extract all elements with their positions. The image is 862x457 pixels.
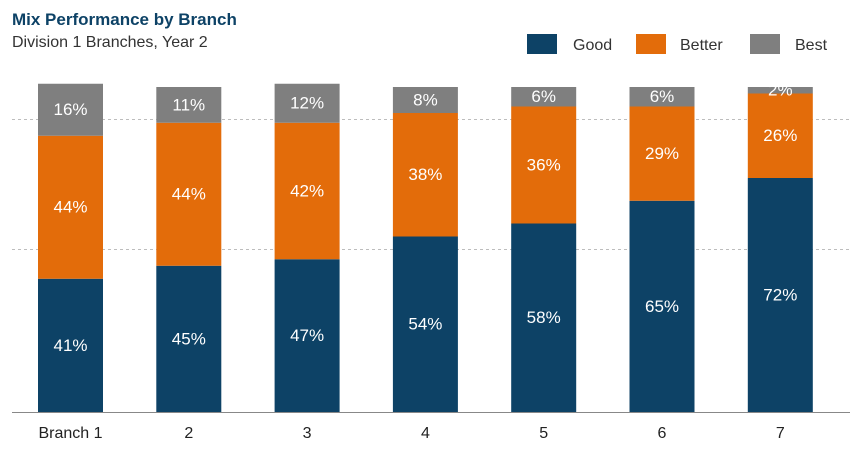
data-label-good-7: 72% <box>763 285 797 304</box>
data-label-better-4: 38% <box>408 165 442 184</box>
bar-best-7 <box>747 87 813 94</box>
data-label-good-4: 54% <box>408 315 442 334</box>
bar-better-2 <box>156 122 222 266</box>
legend-label-best: Best <box>795 37 828 54</box>
data-label-better-5: 36% <box>527 155 561 174</box>
legend-swatch-better <box>636 34 666 54</box>
data-label-best-1: 16% <box>53 100 87 119</box>
bar-best-2 <box>156 87 222 123</box>
legend-label-good: Good <box>573 37 612 54</box>
bar-best-3 <box>274 83 340 123</box>
bar-better-6 <box>629 106 695 201</box>
legend-swatch-best <box>750 34 780 54</box>
data-label-best-5: 6% <box>531 87 556 106</box>
chart-subtitle: Division 1 Branches, Year 2 <box>12 34 208 51</box>
bar-good-7 <box>747 178 813 412</box>
x-tick-label: 7 <box>776 425 785 442</box>
x-tick-label: 6 <box>658 425 667 442</box>
bar-good-6 <box>629 200 695 412</box>
bar-good-2 <box>156 265 222 412</box>
data-label-good-1: 41% <box>53 336 87 355</box>
x-tick-label: Branch 1 <box>38 425 102 442</box>
data-label-best-4: 8% <box>413 90 438 109</box>
bar-better-4 <box>392 113 458 237</box>
chart-title: Mix Performance by Branch <box>12 10 237 29</box>
bar-best-4 <box>392 87 458 113</box>
bar-good-5 <box>511 223 577 412</box>
data-label-better-6: 29% <box>645 144 679 163</box>
data-label-good-2: 45% <box>172 329 206 348</box>
x-tick-label: 3 <box>303 425 312 442</box>
x-tick-label: 4 <box>421 425 430 442</box>
data-label-best-6: 6% <box>650 87 675 106</box>
bar-good-4 <box>392 236 458 412</box>
data-label-good-3: 47% <box>290 326 324 345</box>
legend-swatch-good <box>527 34 557 54</box>
data-label-better-7: 26% <box>763 126 797 145</box>
data-label-good-5: 58% <box>527 308 561 327</box>
bar-better-1 <box>38 135 103 279</box>
bar-best-6 <box>629 87 695 107</box>
data-label-good-6: 65% <box>645 297 679 316</box>
bar-better-7 <box>747 93 813 178</box>
bar-good-3 <box>274 259 340 412</box>
data-label-better-3: 42% <box>290 181 324 200</box>
x-tick-label: 2 <box>184 425 193 442</box>
bar-best-5 <box>511 87 577 107</box>
bar-good-1 <box>38 278 103 412</box>
data-label-best-2: 11% <box>172 95 205 114</box>
data-label-best-7: 2% <box>768 81 793 100</box>
data-label-better-1: 44% <box>53 198 87 217</box>
bar-better-5 <box>511 106 577 224</box>
bar-best-1 <box>38 83 103 136</box>
legend-label-better: Better <box>680 37 723 54</box>
data-label-best-3: 12% <box>290 94 324 113</box>
bar-better-3 <box>274 122 340 260</box>
x-tick-label: 5 <box>539 425 548 442</box>
data-label-better-2: 44% <box>172 185 206 204</box>
